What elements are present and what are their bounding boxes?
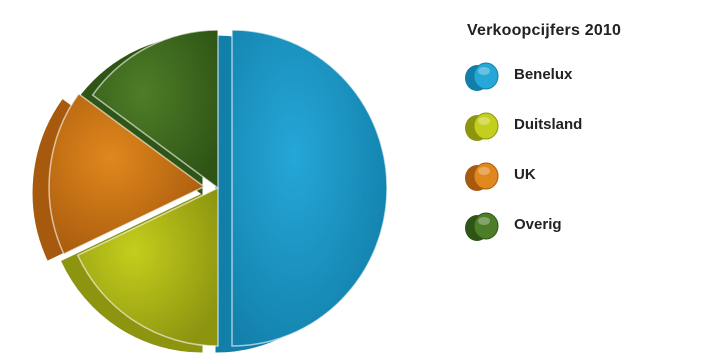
chart-title: Verkoopcijfers 2010 xyxy=(467,22,622,39)
legend-swatch-overig xyxy=(465,212,499,241)
legend-item-duitsland: Duitsland xyxy=(452,102,692,152)
legend-label-overig: Overig xyxy=(514,216,562,233)
pie-slice-layer xyxy=(48,29,388,347)
pie-slice-benelux xyxy=(231,29,388,347)
legend-label-benelux: Benelux xyxy=(514,66,573,83)
legend-item-uk: UK xyxy=(452,152,692,202)
chart-legend: Verkoopcijfers 2010 Benelux Duitsland UK Ov… xyxy=(452,22,692,252)
legend-item-overig: Overig xyxy=(452,202,692,252)
pie-slice-overig xyxy=(91,29,219,190)
legend-item-benelux: Benelux xyxy=(452,52,692,102)
pie-slice-uk xyxy=(48,92,206,255)
legend-label-duitsland: Duitsland xyxy=(514,116,583,133)
legend-label-uk: UK xyxy=(514,166,536,183)
legend-swatch-duitsland xyxy=(465,112,499,141)
pie-slice-duitsland xyxy=(76,186,219,347)
legend-swatch-benelux xyxy=(465,62,499,91)
legend-swatch-uk xyxy=(465,162,499,191)
